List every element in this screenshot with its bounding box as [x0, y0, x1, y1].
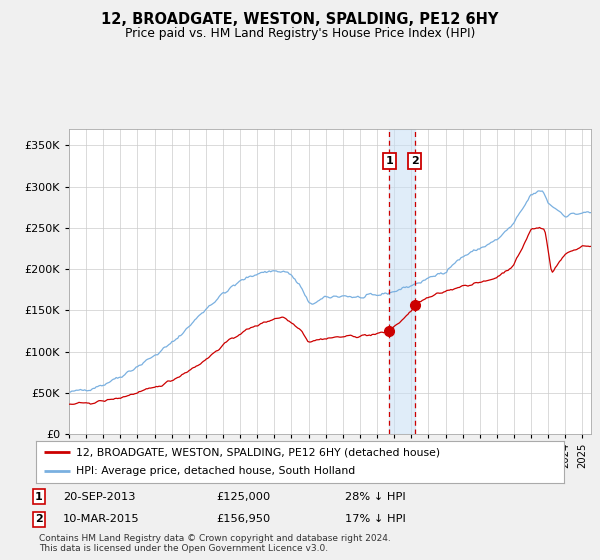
- Text: £125,000: £125,000: [216, 492, 270, 502]
- Text: 20-SEP-2013: 20-SEP-2013: [63, 492, 136, 502]
- Text: 1: 1: [35, 492, 43, 502]
- Text: £156,950: £156,950: [216, 514, 270, 524]
- Bar: [389, 129, 415, 434]
- Text: 12, BROADGATE, WESTON, SPALDING, PE12 6HY (detached house): 12, BROADGATE, WESTON, SPALDING, PE12 6H…: [76, 447, 440, 457]
- Text: 1: 1: [386, 156, 393, 166]
- Text: 2: 2: [410, 156, 418, 166]
- Text: 2: 2: [35, 514, 43, 524]
- Text: Contains HM Land Registry data © Crown copyright and database right 2024.
This d: Contains HM Land Registry data © Crown c…: [39, 534, 391, 553]
- Text: 12, BROADGATE, WESTON, SPALDING, PE12 6HY: 12, BROADGATE, WESTON, SPALDING, PE12 6H…: [101, 12, 499, 27]
- Text: 10-MAR-2015: 10-MAR-2015: [63, 514, 140, 524]
- Text: 17% ↓ HPI: 17% ↓ HPI: [345, 514, 406, 524]
- Text: 28% ↓ HPI: 28% ↓ HPI: [345, 492, 406, 502]
- Text: Price paid vs. HM Land Registry's House Price Index (HPI): Price paid vs. HM Land Registry's House …: [125, 27, 475, 40]
- Text: HPI: Average price, detached house, South Holland: HPI: Average price, detached house, Sout…: [76, 466, 355, 477]
